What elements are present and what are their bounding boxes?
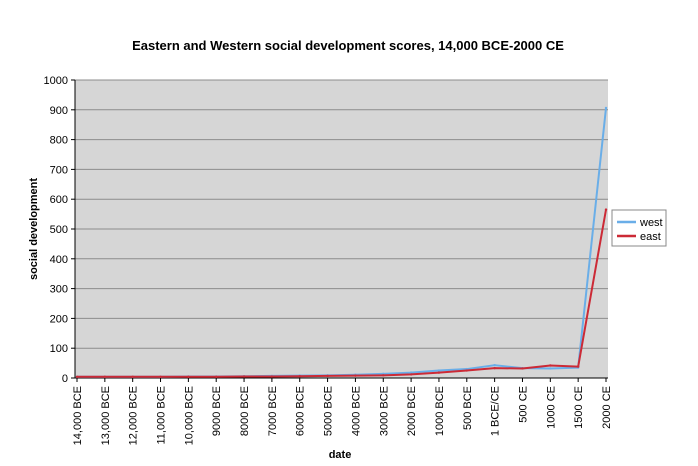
y-tick-label: 1000	[44, 75, 68, 87]
x-tick-label: 5000 BCE	[323, 386, 335, 436]
x-tick-label: 12,000 BCE	[128, 386, 140, 445]
data-point-east	[437, 371, 441, 374]
x-tick-label: 1500 CE	[573, 386, 585, 429]
x-tick-label: 11,000 BCE	[156, 386, 168, 445]
data-point-east	[493, 366, 496, 370]
x-tick-label: 1000 CE	[545, 386, 557, 429]
y-tick-label: 200	[50, 313, 68, 325]
data-point-east	[103, 375, 107, 379]
chart-title: Eastern and Western social development s…	[132, 38, 564, 53]
data-point-east	[298, 375, 301, 378]
x-tick-label: 2000 CE	[601, 386, 613, 429]
y-tick-label: 900	[50, 105, 68, 117]
y-axis-title: social development	[28, 178, 40, 280]
x-tick-label: 2000 BCE	[406, 386, 418, 436]
x-tick-label: 7000 BCE	[267, 386, 279, 436]
data-point-east	[75, 375, 79, 379]
data-point-east	[465, 369, 468, 372]
series-line-east	[77, 209, 607, 378]
legend-label-west: west	[639, 217, 663, 229]
y-tick-label: 400	[50, 254, 68, 266]
data-point-east	[215, 375, 218, 379]
data-point-east	[576, 365, 580, 368]
plot-area: 0 100 200 300 400 500 600 700 800 900 1000 14,000 B…	[44, 75, 613, 445]
x-tick-label: 14,000 BCE	[72, 386, 84, 445]
data-point-west	[409, 371, 413, 374]
y-tick-label: 700	[50, 164, 68, 176]
data-point-west	[604, 106, 608, 110]
data-point-east	[382, 374, 385, 377]
data-point-east	[159, 375, 162, 379]
x-tick-label: 1000 BCE	[434, 386, 446, 436]
x-tick-label: 500 CE	[517, 386, 529, 423]
y-tick-label: 600	[50, 194, 68, 206]
data-point-east	[242, 375, 246, 378]
legend[interactable]: west east	[611, 209, 667, 247]
x-tick-label: 500 BCE	[462, 386, 474, 430]
data-point-west	[549, 367, 552, 370]
y-tick-label: 800	[50, 135, 68, 147]
data-point-east	[604, 208, 608, 211]
data-point-east	[131, 375, 134, 379]
x-tick-label: 10,000 BCE	[183, 386, 195, 445]
data-point-east	[521, 367, 524, 370]
y-tick-label: 300	[50, 284, 68, 296]
x-tick-label: 9000 BCE	[211, 386, 223, 436]
legend-label-east: east	[640, 231, 661, 243]
data-point-east	[187, 375, 190, 379]
data-point-west	[493, 363, 496, 367]
y-tick-label: 500	[50, 224, 68, 236]
x-tick-label: 13,000 BCE	[100, 386, 112, 445]
x-tick-label: 6000 BCE	[295, 386, 307, 436]
data-point-east	[549, 364, 552, 367]
x-axis-title: date	[329, 449, 352, 461]
x-tick-label: 4000 BCE	[350, 386, 362, 436]
data-point-east	[354, 374, 357, 377]
y-tick-label: 100	[50, 343, 68, 355]
y-tick-label: 0	[62, 373, 68, 385]
data-point-east	[270, 375, 274, 378]
data-point-east	[326, 374, 329, 378]
x-tick-label: 8000 BCE	[239, 386, 251, 436]
data-point-west	[437, 369, 441, 372]
legend-box	[611, 209, 667, 247]
x-tick-label: 3000 BCE	[378, 386, 390, 436]
data-point-east	[409, 373, 413, 376]
x-tick-label: 1 BCE/CE	[490, 386, 502, 436]
